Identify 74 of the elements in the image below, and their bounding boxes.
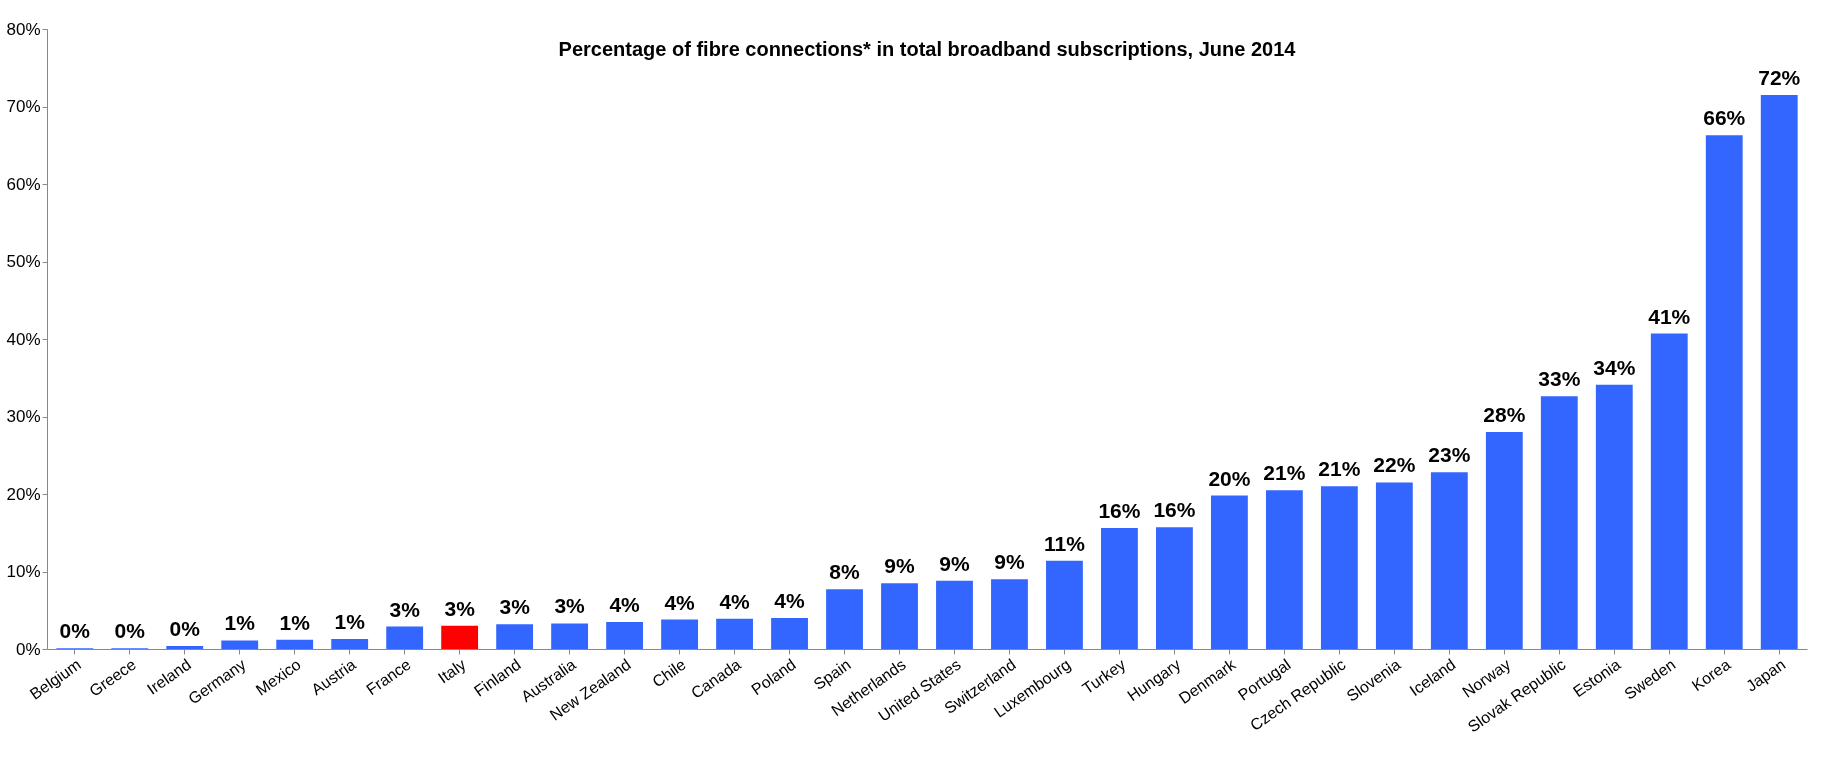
y-tick-label: 60%: [6, 174, 41, 194]
y-tick-label: 70%: [6, 97, 41, 116]
data-label: 21%: [1263, 461, 1306, 485]
bar: [276, 639, 314, 649]
y-tick-label: 80%: [6, 19, 41, 39]
data-label: 9%: [884, 554, 916, 578]
bar: [551, 623, 589, 649]
data-label: 3%: [389, 597, 421, 621]
y-tick-label: 0%: [15, 639, 41, 659]
data-label: 20%: [1208, 466, 1251, 490]
data-label: 4%: [664, 590, 696, 614]
bar: [1430, 472, 1468, 649]
data-label: 3%: [499, 595, 531, 619]
data-label: 16%: [1098, 499, 1141, 523]
data-label: 33%: [1538, 367, 1581, 391]
data-label: 23%: [1428, 443, 1471, 467]
bar: [1156, 527, 1193, 649]
bar: [1101, 528, 1138, 649]
data-label: 41%: [1648, 304, 1691, 328]
bar: [386, 626, 424, 649]
bar: [1210, 495, 1248, 649]
data-label: 9%: [994, 550, 1025, 574]
bar: [1320, 486, 1358, 649]
bar: [716, 618, 753, 649]
x-tick-label: Italy: [435, 655, 469, 687]
bar: [661, 619, 698, 649]
data-label: 3%: [554, 594, 586, 618]
data-label: 66%: [1703, 106, 1746, 130]
data-label: 9%: [939, 551, 970, 575]
x-tick-label: Chile: [649, 655, 689, 691]
bar: [1265, 490, 1303, 649]
bar: [1760, 94, 1798, 649]
data-label: 72%: [1758, 65, 1801, 89]
data-label: 3%: [444, 596, 476, 620]
bar: [991, 579, 1028, 649]
data-label: 4%: [719, 589, 751, 613]
bar: [881, 583, 918, 649]
data-label: 34%: [1593, 355, 1636, 379]
data-label: 1%: [224, 611, 256, 635]
data-label: 11%: [1044, 531, 1086, 555]
data-label: 21%: [1318, 457, 1361, 481]
bar: [1650, 333, 1688, 649]
data-label: 0%: [114, 619, 146, 643]
data-label: 0%: [59, 619, 91, 643]
bar: [606, 621, 644, 649]
chart-title: Percentage of fibre connections* in total broadband subscriptions, June 2014: [558, 38, 1297, 60]
data-label: 4%: [774, 589, 806, 612]
bar: [1485, 432, 1523, 649]
data-label: 1%: [334, 609, 366, 633]
bar: [1705, 135, 1743, 649]
data-label: 16%: [1153, 498, 1196, 522]
bar: [1595, 384, 1633, 649]
data-label: 1%: [279, 610, 311, 634]
bar: [1375, 482, 1413, 649]
bar: [496, 624, 534, 649]
data-label: 0%: [169, 616, 201, 640]
bar: [826, 589, 863, 649]
data-label: 4%: [609, 592, 641, 616]
data-label: 8%: [829, 560, 861, 584]
bar: [221, 640, 259, 649]
data-label: 28%: [1483, 403, 1526, 426]
y-tick-label: 30%: [6, 407, 41, 426]
bar: [771, 618, 808, 649]
y-tick-label: 10%: [6, 562, 41, 581]
y-tick-label: 40%: [6, 329, 41, 349]
bar: [1540, 396, 1578, 649]
bar: [936, 580, 973, 649]
data-label: 22%: [1373, 453, 1416, 477]
bar: [441, 625, 479, 649]
bar: [1046, 560, 1083, 649]
bar: [166, 645, 204, 649]
y-tick-label: 20%: [6, 484, 41, 504]
bar: [331, 638, 369, 649]
y-tick-label: 50%: [6, 252, 41, 271]
